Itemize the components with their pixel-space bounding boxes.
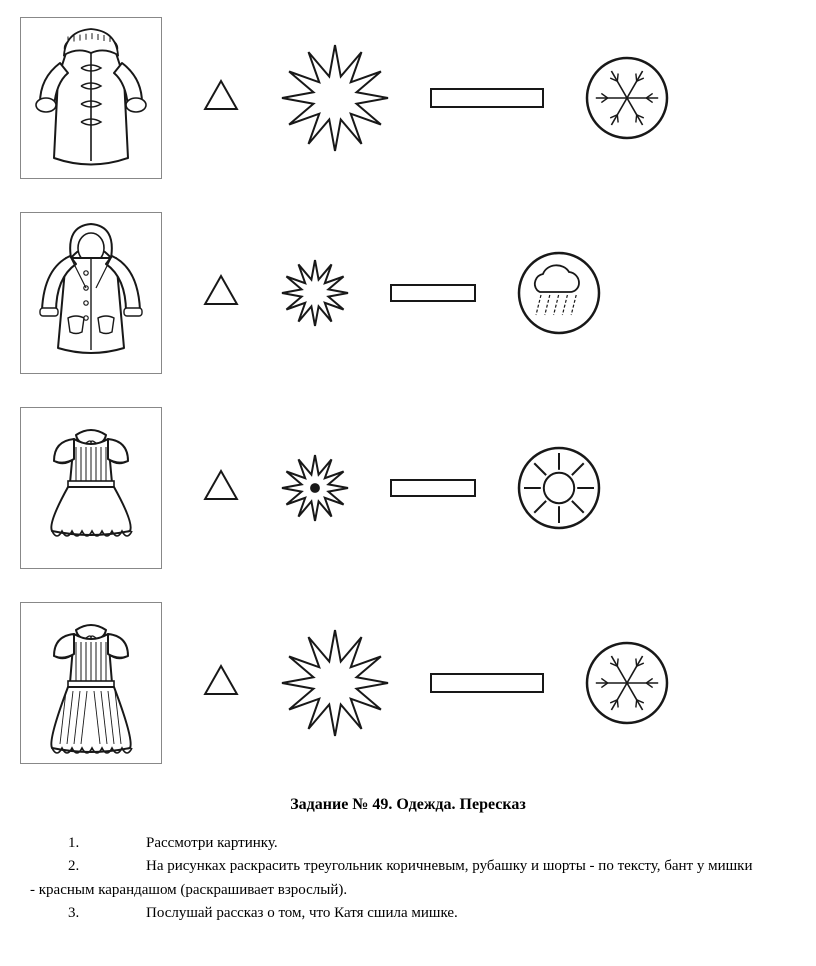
task-title: Задание № 49. Одежда. Пересказ — [30, 796, 786, 814]
short-dress-icon — [20, 407, 162, 569]
bar-icon — [430, 673, 544, 693]
snowflake-circle-icon — [584, 640, 670, 726]
worksheet-page: Задание № 49. Одежда. Пересказ 1.Рассмот… — [0, 0, 816, 955]
sun-circle-icon — [516, 445, 602, 531]
long-dress-icon — [20, 602, 162, 764]
matching-rows — [20, 10, 796, 770]
item-number: 2. — [30, 855, 146, 878]
task-text: Задание № 49. Одежда. Пересказ 1.Рассмот… — [20, 796, 796, 925]
item-text: Рассмотри картинку. — [146, 832, 786, 855]
task-item: - красным карандашом (раскрашивает взрос… — [30, 879, 786, 902]
item-text-continuation: - красным карандашом (раскрашивает взрос… — [30, 879, 347, 902]
item-number: 3. — [30, 902, 146, 925]
task-item: 1.Рассмотри картинку. — [30, 832, 786, 855]
triangle-icon — [202, 78, 240, 117]
item-text: Послушай рассказ о том, что Катя сшила м… — [146, 902, 786, 925]
task-item: 2.На рисунках раскрасить треугольник кор… — [30, 855, 786, 878]
snowflake-circle-icon — [584, 55, 670, 141]
starburst-icon — [280, 628, 390, 738]
triangle-icon — [202, 468, 240, 507]
bar-icon — [390, 479, 476, 497]
starburst-icon — [280, 453, 350, 523]
raincoat-icon — [20, 212, 162, 374]
starburst-icon — [280, 43, 390, 153]
item-number: 1. — [30, 832, 146, 855]
starburst-icon — [280, 258, 350, 328]
rain-circle-icon — [516, 250, 602, 336]
row-4 — [20, 595, 796, 770]
triangle-icon — [202, 663, 240, 702]
bar-icon — [390, 284, 476, 302]
fur-coat-icon — [20, 17, 162, 179]
task-item: 3.Послушай рассказ о том, что Катя сшила… — [30, 902, 786, 925]
bar-icon — [430, 88, 544, 108]
item-text: На рисунках раскрасить треугольник корич… — [146, 855, 786, 878]
row-1 — [20, 10, 796, 185]
row-3 — [20, 400, 796, 575]
triangle-icon — [202, 273, 240, 312]
row-2 — [20, 205, 796, 380]
task-list: 1.Рассмотри картинку.2.На рисунках раскр… — [30, 832, 786, 925]
